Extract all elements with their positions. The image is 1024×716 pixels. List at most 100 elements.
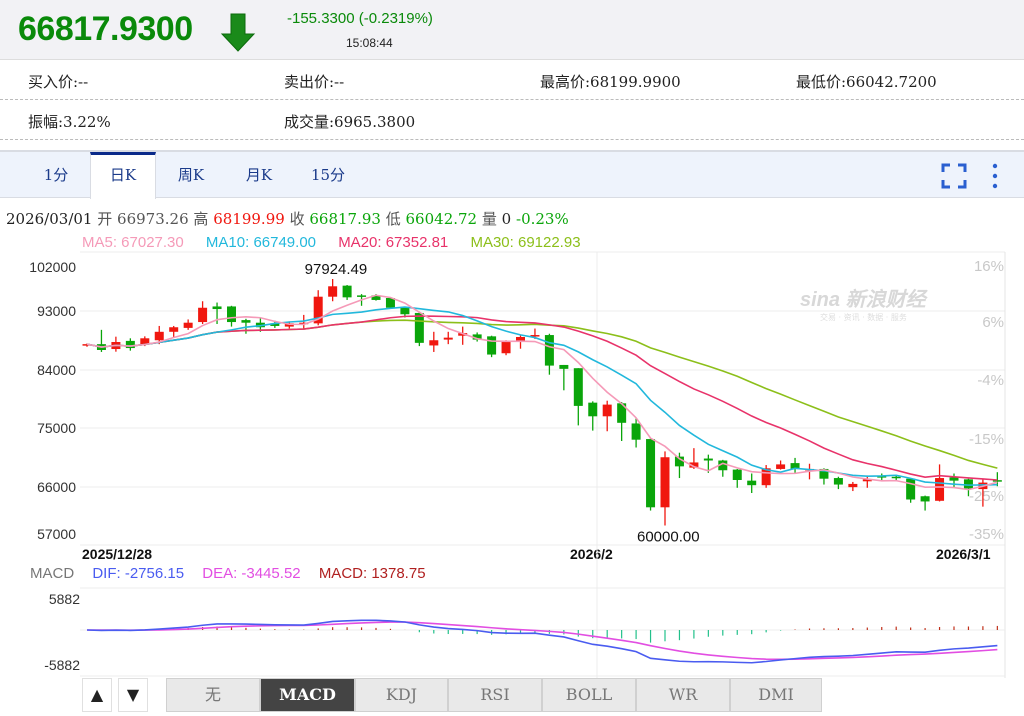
candle-body (906, 478, 916, 500)
indicator-tab-dmi[interactable]: DMI (730, 678, 822, 712)
ma-legend: MA5: 67027.30 MA10: 66749.00 MA20: 67352… (82, 234, 599, 251)
candle-body (400, 307, 410, 315)
indicator-tab-none[interactable]: 无 (166, 678, 260, 712)
low-price: 最低价:66042.7200 (796, 73, 937, 91)
macd-tick: -5882 (44, 657, 80, 673)
candle-body (949, 477, 959, 481)
price-tick: 102000 (29, 259, 76, 275)
candle-body (227, 306, 236, 323)
candle-body (458, 333, 468, 336)
candle-body (588, 402, 598, 417)
price-tick: 57000 (37, 526, 76, 542)
high-label: 高 (193, 210, 209, 228)
candle-body (487, 336, 497, 355)
open-label: 开 (97, 210, 113, 228)
candle-body (328, 286, 338, 297)
candle-body (96, 344, 106, 350)
indicator-tab-macd[interactable]: MACD (260, 678, 355, 712)
macd-title: MACD (30, 565, 75, 582)
tab-15min[interactable]: 15分 (310, 166, 346, 184)
candle-body (718, 460, 728, 471)
last-price: 66817.9300 (18, 10, 193, 48)
dea-value: DEA: -3445.52 (202, 565, 301, 582)
candle-body (82, 344, 92, 346)
candle-body (877, 476, 887, 478)
candle-body (125, 340, 135, 349)
stats-row-2: 振幅:3.22% 成交量:6965.3800 (0, 100, 1024, 140)
indicator-tab-kdj[interactable]: KDJ (355, 678, 448, 712)
candle-body (617, 403, 627, 423)
candle-body (284, 323, 294, 327)
dea-line (86, 621, 998, 661)
candle-body (198, 307, 208, 323)
candle-body (848, 483, 858, 488)
tab-1min[interactable]: 1分 (43, 166, 69, 184)
macd-value: MACD: 1378.75 (318, 565, 426, 582)
candle-body (472, 334, 482, 340)
close-label: 收 (289, 210, 305, 228)
ohlc-info: 2026/03/01 开 66973.26 高 68199.99 收 66817… (6, 208, 569, 229)
candle-body (299, 322, 309, 325)
percent-tick: 16% (973, 258, 1004, 275)
open-value: 66973.26 (117, 210, 189, 228)
price-tick: 66000 (37, 479, 76, 495)
ma20-value: MA20: 67352.81 (338, 234, 449, 251)
candle-body (891, 476, 901, 479)
fullscreen-icon[interactable] (941, 163, 967, 189)
tab-monthly-k[interactable]: 月K (245, 166, 273, 184)
candle-body (920, 496, 930, 502)
scroll-down-button[interactable]: ▼ (118, 678, 148, 712)
candle-body (169, 327, 179, 332)
percent-tick: 6% (982, 314, 1004, 331)
tab-daily-k[interactable]: 日K (90, 152, 156, 199)
indicator-tab-boll[interactable]: BOLL (542, 678, 636, 712)
candle-body (833, 478, 843, 485)
vol-label: 量 (481, 210, 497, 228)
candle-body (646, 439, 656, 508)
candle-body (241, 320, 251, 323)
ask-price: 卖出价:-- (284, 73, 345, 91)
dif-line (86, 619, 998, 664)
candle-body (790, 463, 800, 469)
candle-body (544, 335, 554, 366)
stats-row-1: 买入价:-- 卖出价:-- 最高价:68199.9900 最低价:66042.7… (0, 60, 1024, 100)
candle-body (935, 478, 945, 501)
low-label: 低 (385, 210, 401, 228)
high-price: 最高价:68199.9900 (540, 73, 681, 91)
candle-body (660, 457, 670, 508)
candle-body (357, 295, 367, 297)
candle-body (414, 312, 424, 343)
candle-body (154, 331, 164, 341)
candle-body (429, 340, 439, 346)
indicator-tab-wr[interactable]: WR (636, 678, 730, 712)
candle-body (689, 462, 699, 468)
candle-body (862, 479, 872, 482)
percent-tick: -35% (968, 526, 1004, 543)
candle-body (530, 335, 540, 337)
tab-weekly-k[interactable]: 周K (177, 166, 205, 184)
candle-body (111, 342, 121, 350)
date: 2026/03/01 (6, 210, 93, 228)
dif-value: DIF: -2756.15 (92, 565, 185, 582)
date-label-start: 2025/12/28 (82, 546, 153, 562)
candle-body (992, 480, 1002, 482)
candle-body (255, 322, 265, 328)
candle-body (516, 337, 525, 342)
close-value: 66817.93 (309, 210, 381, 228)
price-tick: 75000 (37, 420, 76, 436)
more-vertical-icon[interactable] (990, 162, 1000, 190)
ma10-line (86, 306, 998, 486)
candle-body (631, 423, 641, 440)
candle-body (270, 323, 280, 326)
price-tick: 93000 (37, 303, 76, 319)
scroll-up-button[interactable]: ▲ (82, 678, 112, 712)
candle-body (313, 296, 323, 324)
indicator-tab-rsi[interactable]: RSI (448, 678, 542, 712)
candle-body (819, 468, 829, 479)
ma10-value: MA10: 66749.00 (205, 234, 317, 251)
candle-body (140, 338, 150, 345)
high-value: 68199.99 (213, 210, 285, 228)
candle-body (559, 364, 569, 369)
ma5-line (86, 294, 998, 491)
sina-watermark: sina 新浪财经 交易 · 资讯 · 数据 · 服务 (800, 289, 926, 322)
